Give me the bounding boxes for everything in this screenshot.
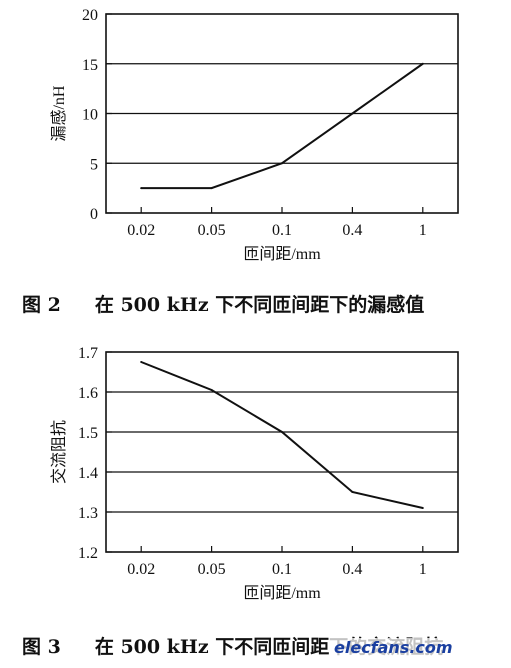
chart-ac-impedance: 1.2 1.3 1.4 1.5 1.6 1.7 0.02 0.05 0.1 0.4 1 匝间距/mm 交… [50, 345, 459, 602]
chart2-data-point [140, 361, 143, 363]
chart2-x-tick-label: 0.05 [198, 561, 226, 578]
chart2-x-tick-label: 0.1 [272, 561, 292, 578]
chart2-y-tick-label: 1.3 [78, 505, 98, 522]
chart1-y-axis-label: 漏感/nH [50, 85, 68, 141]
chart2-data-point [351, 491, 354, 493]
chart1-y-tick-label: 20 [82, 7, 98, 24]
chart2-data-point [210, 389, 213, 391]
chart2-x-tick-label: 0.4 [342, 561, 362, 578]
chart2-series-line [140, 361, 424, 509]
figure-2-number: 图 2 [22, 294, 61, 316]
chart1-y-tick-label: 10 [82, 107, 98, 124]
chart1-y-tick-label: 5 [90, 156, 98, 173]
chart2-data-point [281, 431, 283, 433]
chart2-x-tick-label: 0.02 [127, 561, 155, 578]
chart1-x-tick-label: 0.1 [272, 222, 292, 239]
chart2-x-axis-label: 匝间距/mm [243, 584, 321, 602]
chart1-y-tick-label: 0 [90, 206, 98, 223]
chart2-y-tick-label: 1.5 [78, 425, 98, 442]
chart1-data-point [351, 112, 354, 115]
chart1-x-tick-label: 0.02 [127, 222, 155, 239]
figure-2-caption-text: 在 500 kHz 下不同匝间距下的漏感值 [94, 294, 425, 316]
watermark: elecfans.com [330, 638, 457, 657]
chart2-y-axis-label: 交流阻抗 [50, 420, 68, 484]
chart1-data-point [281, 162, 283, 165]
chart1-x-tick-label: 0.05 [198, 222, 226, 239]
figure-3-number: 图 3 [22, 636, 61, 658]
chart1-data-point [421, 62, 424, 65]
chart1-x-tick-label: 0.4 [342, 222, 362, 239]
chart1-data-point [210, 187, 213, 190]
chart1-y-tick-label: 15 [82, 57, 98, 74]
chart2-plot-frame [105, 351, 459, 553]
chart2-y-tick-label: 1.6 [78, 385, 98, 402]
chart1-x-axis-label: 匝间距/mm [243, 245, 321, 263]
chart2-y-tick-label: 1.7 [78, 345, 98, 362]
figure-2-caption: 图 2 在 500 kHz 下不同匝间距下的漏感值 [22, 290, 424, 317]
chart2-y-tick-label: 1.4 [78, 465, 98, 482]
chart1-x-tick-label: 1 [419, 222, 427, 239]
chart2-y-tick-label: 1.2 [78, 545, 98, 562]
chart2-data-point [421, 507, 424, 509]
chart2-x-tick-label: 1 [419, 561, 427, 578]
chart1-series-line [141, 62, 424, 190]
chart-leakage-inductance: 0 5 10 15 20 0.02 0.05 0.1 0.4 1 匝间距/mm 漏感/nH [50, 7, 459, 263]
chart1-data-point [140, 187, 143, 190]
